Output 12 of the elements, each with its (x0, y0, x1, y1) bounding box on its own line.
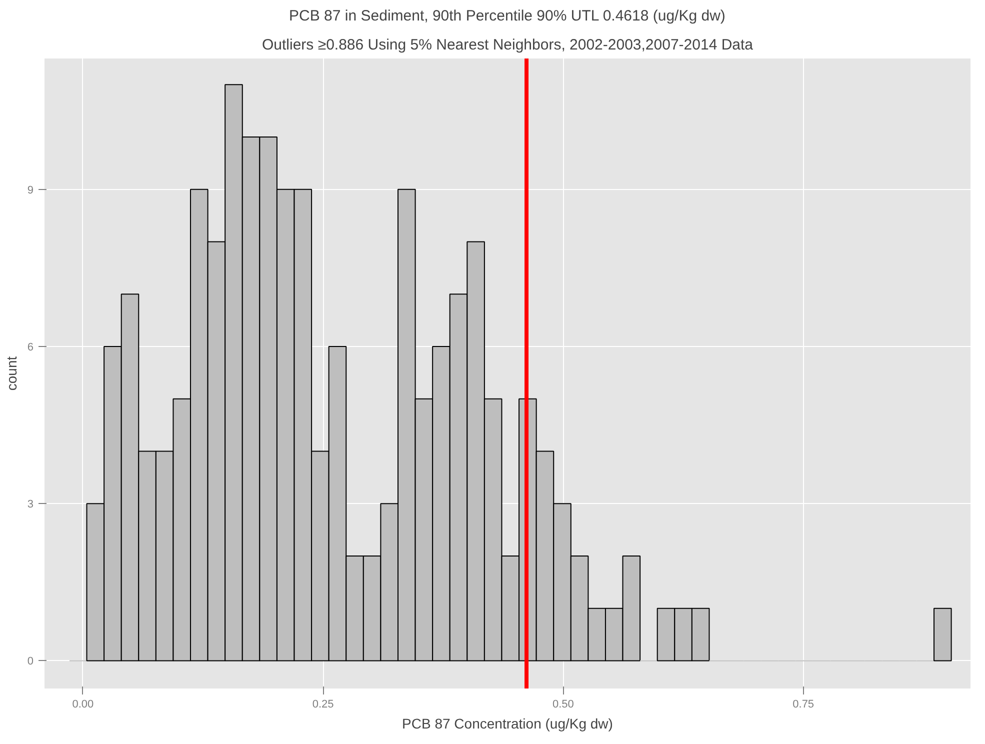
x-axis-title: PCB 87 Concentration (ug/Kg dw) (402, 716, 613, 732)
chart-title: PCB 87 in Sediment, 90th Percentile 90% UTL 0.4618 (ug/Kg dw) (289, 8, 726, 24)
x-tick-label: 0.50 (552, 698, 574, 710)
x-tick-label: 0.75 (792, 698, 814, 710)
y-tick-label: 6 (27, 342, 34, 354)
x-tick-label: 0.00 (72, 698, 94, 710)
x-tick-label: 0.25 (312, 698, 334, 710)
chart-subtitle: Outliers ≥0.886 Using 5% Nearest Neighbors, 2002-2003,2007-2014 Data (262, 36, 754, 54)
y-tick-label: 3 (27, 498, 34, 511)
y-axis-title: count (3, 356, 20, 391)
y-tick-label: 0 (27, 656, 34, 668)
y-tick-label: 9 (27, 184, 34, 196)
